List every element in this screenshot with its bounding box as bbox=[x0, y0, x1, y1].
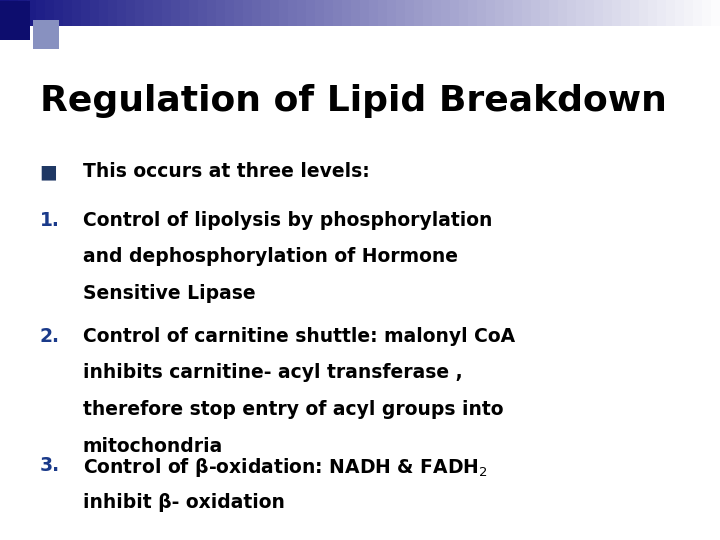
Text: 3.: 3. bbox=[40, 456, 60, 475]
Bar bbox=[252, 0, 262, 26]
Bar bbox=[684, 0, 693, 26]
Bar bbox=[72, 0, 82, 26]
Bar bbox=[603, 0, 613, 26]
Bar bbox=[279, 0, 289, 26]
Bar bbox=[99, 0, 109, 26]
Bar bbox=[270, 0, 280, 26]
Bar bbox=[549, 0, 559, 26]
Bar bbox=[333, 0, 343, 26]
Bar bbox=[117, 0, 127, 26]
Bar bbox=[144, 0, 154, 26]
Bar bbox=[171, 0, 181, 26]
Bar bbox=[495, 0, 505, 26]
Bar bbox=[414, 0, 423, 26]
Bar bbox=[126, 0, 135, 26]
Bar bbox=[612, 0, 621, 26]
Bar bbox=[297, 0, 307, 26]
Bar bbox=[243, 0, 253, 26]
Bar bbox=[504, 0, 513, 26]
Bar bbox=[0, 1, 30, 39]
Bar bbox=[567, 0, 577, 26]
Bar bbox=[225, 0, 235, 26]
Bar bbox=[585, 0, 595, 26]
Bar bbox=[630, 0, 639, 26]
Bar bbox=[657, 0, 667, 26]
Bar bbox=[63, 0, 73, 26]
Bar bbox=[27, 0, 37, 26]
Bar bbox=[477, 0, 487, 26]
Bar bbox=[180, 0, 190, 26]
Bar bbox=[234, 0, 243, 26]
Bar bbox=[342, 0, 352, 26]
Bar bbox=[423, 0, 433, 26]
Bar bbox=[648, 0, 657, 26]
Bar bbox=[621, 0, 631, 26]
Bar bbox=[108, 0, 118, 26]
Text: 1.: 1. bbox=[40, 211, 60, 229]
Bar bbox=[666, 0, 675, 26]
Bar bbox=[288, 0, 298, 26]
Bar bbox=[189, 0, 199, 26]
Bar bbox=[450, 0, 459, 26]
Text: inhibit β- oxidation: inhibit β- oxidation bbox=[83, 493, 284, 512]
Bar bbox=[702, 0, 711, 26]
Bar bbox=[396, 0, 406, 26]
Text: and dephosphorylation of Hormone: and dephosphorylation of Hormone bbox=[83, 247, 458, 266]
Bar bbox=[486, 0, 496, 26]
Bar bbox=[639, 0, 649, 26]
Bar bbox=[531, 0, 541, 26]
Bar bbox=[90, 0, 99, 26]
Bar bbox=[522, 0, 531, 26]
Text: Regulation of Lipid Breakdown: Regulation of Lipid Breakdown bbox=[40, 84, 667, 118]
Text: Control of lipolysis by phosphorylation: Control of lipolysis by phosphorylation bbox=[83, 211, 492, 229]
Bar bbox=[576, 0, 585, 26]
Bar bbox=[369, 0, 379, 26]
Text: ■: ■ bbox=[40, 162, 58, 181]
Bar bbox=[468, 0, 478, 26]
Bar bbox=[18, 0, 28, 26]
Bar bbox=[324, 0, 334, 26]
Bar bbox=[198, 0, 208, 26]
Bar bbox=[81, 0, 91, 26]
Bar bbox=[378, 0, 387, 26]
Bar bbox=[9, 0, 19, 26]
Bar bbox=[207, 0, 217, 26]
Bar bbox=[387, 0, 397, 26]
Bar bbox=[432, 0, 441, 26]
Bar bbox=[513, 0, 523, 26]
Bar bbox=[459, 0, 469, 26]
Text: This occurs at three levels:: This occurs at three levels: bbox=[83, 162, 369, 181]
Bar bbox=[441, 0, 451, 26]
Bar bbox=[261, 0, 271, 26]
Bar bbox=[405, 0, 415, 26]
Bar bbox=[45, 0, 55, 26]
Bar bbox=[558, 0, 567, 26]
Bar bbox=[306, 0, 316, 26]
Bar bbox=[0, 0, 10, 26]
Text: Control of β-oxidation: NADH & FADH$_2$: Control of β-oxidation: NADH & FADH$_2$ bbox=[83, 456, 487, 480]
Text: Sensitive Lipase: Sensitive Lipase bbox=[83, 284, 256, 303]
Bar bbox=[594, 0, 603, 26]
Bar bbox=[33, 20, 59, 49]
Text: inhibits carnitine- acyl transferase ,: inhibits carnitine- acyl transferase , bbox=[83, 363, 462, 382]
Bar bbox=[216, 0, 226, 26]
Bar bbox=[675, 0, 685, 26]
Text: mitochondria: mitochondria bbox=[83, 437, 223, 456]
Bar bbox=[693, 0, 703, 26]
Bar bbox=[360, 0, 370, 26]
Bar bbox=[540, 0, 550, 26]
Bar bbox=[162, 0, 172, 26]
Bar bbox=[54, 0, 63, 26]
Text: Control of carnitine shuttle: malonyl CoA: Control of carnitine shuttle: malonyl Co… bbox=[83, 327, 515, 346]
Bar bbox=[351, 0, 361, 26]
Bar bbox=[711, 0, 720, 26]
Text: 2.: 2. bbox=[40, 327, 60, 346]
Text: therefore stop entry of acyl groups into: therefore stop entry of acyl groups into bbox=[83, 400, 503, 419]
Bar bbox=[36, 0, 46, 26]
Bar bbox=[153, 0, 163, 26]
Bar bbox=[315, 0, 325, 26]
Bar bbox=[135, 0, 145, 26]
